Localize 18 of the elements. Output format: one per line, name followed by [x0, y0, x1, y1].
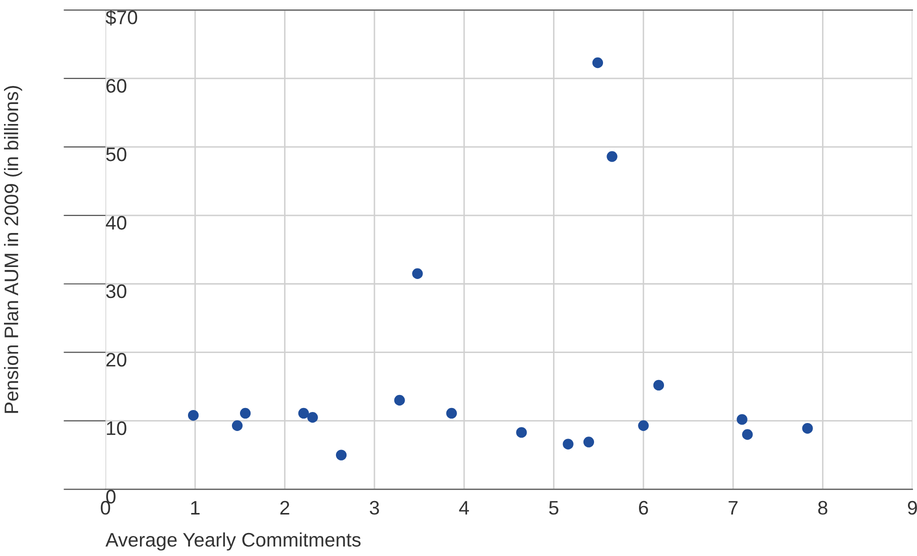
y-axis-title: Pension Plan AUM in 2009 (in billions)	[4, 86, 22, 413]
y-tick-label: $70	[106, 10, 138, 26]
y-tick-label: 60	[106, 78, 126, 93]
x-tick-label: 1	[191, 501, 200, 514]
y-tick-label: 20	[106, 352, 126, 367]
y-tick-label: 40	[106, 216, 126, 230]
x-tick-label: 3	[370, 500, 379, 515]
x-tick-label: 5	[549, 501, 558, 515]
x-axis-title: Average Yearly Commitments	[105, 532, 361, 551]
x-tick-label: 8	[818, 500, 828, 515]
x-tick-label: 4	[459, 501, 469, 514]
y-tick-label: 10	[106, 421, 126, 436]
x-tick-label: 9	[908, 500, 917, 515]
y-tick-label: 30	[106, 284, 126, 298]
x-tick-label: 7	[728, 501, 738, 514]
x-tick-label: 6	[639, 500, 648, 515]
y-tick-label: 50	[106, 147, 126, 162]
x-tick-label: 2	[280, 500, 290, 514]
